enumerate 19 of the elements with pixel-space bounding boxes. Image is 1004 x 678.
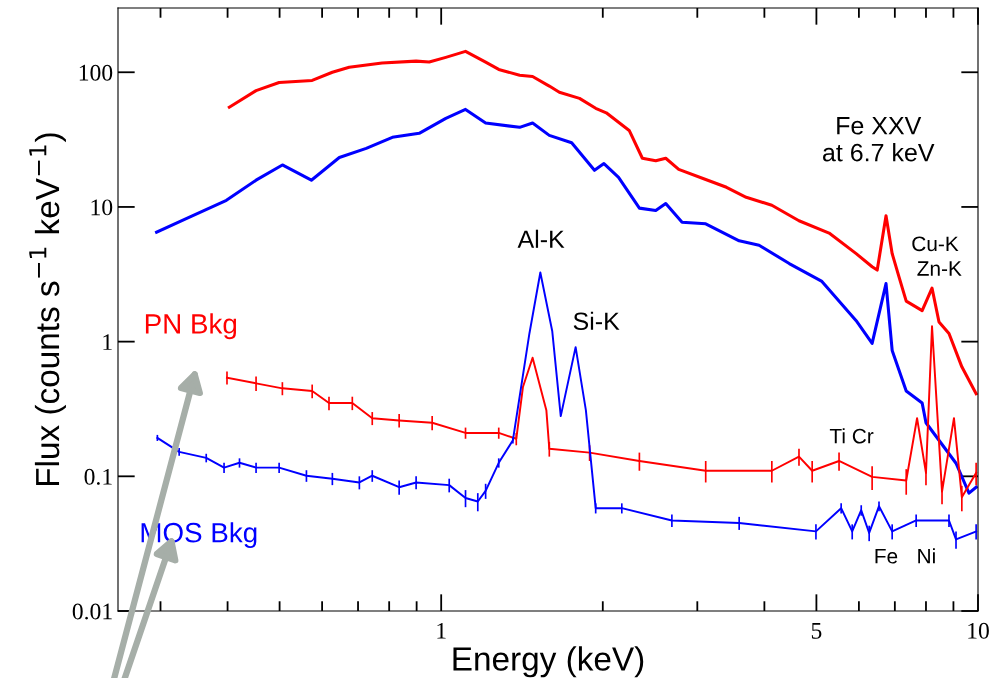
annotation: Al-K: [517, 229, 565, 248]
annotation: Fe XXV at 6.7 keV: [823, 117, 935, 162]
y-tick-label: 0.1: [84, 468, 112, 485]
x-tick-label: 5: [811, 623, 822, 639]
annotation: Cu-K: [912, 236, 959, 252]
y-tick-label: 1: [103, 334, 112, 350]
annotation: Ti Cr: [829, 428, 874, 444]
annotation: Si-K: [573, 311, 620, 331]
x-axis-title: Energy (keV): [453, 646, 644, 678]
x-tick-label: 1: [437, 622, 446, 639]
series-label: PN Bkg: [145, 313, 237, 340]
annotation: Ni: [918, 548, 935, 564]
x-tick-label: 10: [968, 622, 989, 639]
annotation: Zn-K: [917, 261, 962, 276]
y-tick-label: 0.01: [72, 603, 112, 620]
y-axis-title: Flux (counts s$^{−1}$ keV$^{−1}$): [29, 133, 66, 486]
annotation: Fe: [875, 548, 898, 564]
y-tick-label: 100: [79, 64, 113, 81]
y-tick-label: 10: [91, 199, 113, 216]
